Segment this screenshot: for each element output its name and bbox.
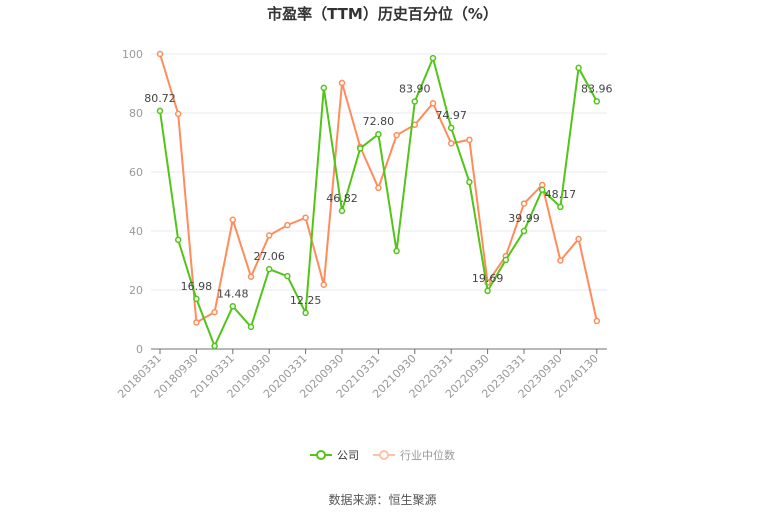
data-label: 16.98 bbox=[181, 280, 213, 293]
y-tick-label: 60 bbox=[129, 166, 143, 179]
data-point bbox=[520, 200, 528, 207]
data-point bbox=[575, 64, 582, 72]
data-point bbox=[375, 184, 382, 192]
data-source: 数据来源：恒生聚源 bbox=[328, 493, 437, 507]
data-point bbox=[593, 317, 601, 325]
data-label: 80.72 bbox=[144, 92, 176, 105]
legend-item-company[interactable]: 公司 bbox=[310, 447, 359, 463]
data-label: 83.90 bbox=[399, 82, 431, 95]
data-point bbox=[229, 216, 237, 224]
data-point bbox=[229, 303, 237, 310]
data-point bbox=[193, 319, 200, 326]
data-point bbox=[338, 207, 346, 215]
data-point bbox=[557, 257, 564, 264]
legend: 公司 行业中位数 bbox=[0, 447, 765, 463]
y-tick-label: 100 bbox=[122, 48, 143, 61]
data-label: 74.97 bbox=[435, 109, 467, 122]
data-point bbox=[411, 98, 419, 105]
y-tick-label: 40 bbox=[129, 225, 143, 238]
data-point bbox=[265, 265, 273, 273]
data-point bbox=[447, 124, 455, 132]
data-point bbox=[284, 272, 291, 280]
data-point bbox=[429, 100, 437, 107]
data-point bbox=[174, 110, 182, 118]
y-tick-label: 80 bbox=[129, 107, 143, 120]
data-point bbox=[447, 140, 455, 147]
data-point bbox=[429, 54, 437, 62]
data-label: 72.80 bbox=[363, 115, 395, 128]
data-point bbox=[193, 295, 200, 303]
legend-label: 行业中位数 bbox=[400, 449, 455, 462]
data-point bbox=[375, 130, 382, 138]
data-label: 39.99 bbox=[508, 212, 540, 225]
data-point bbox=[393, 247, 400, 255]
data-point bbox=[502, 256, 510, 264]
data-label: 19.69 bbox=[472, 272, 504, 285]
y-tick-label: 20 bbox=[129, 284, 143, 297]
data-point bbox=[338, 79, 346, 87]
series-line-0 bbox=[159, 55, 598, 349]
data-point bbox=[466, 178, 473, 186]
data-point bbox=[393, 131, 400, 139]
data-point bbox=[302, 309, 309, 317]
data-label: 14.48 bbox=[217, 287, 249, 300]
data-point bbox=[247, 323, 255, 331]
data-point bbox=[466, 136, 473, 144]
data-point bbox=[265, 232, 273, 239]
data-point bbox=[520, 227, 528, 235]
legend-label: 公司 bbox=[337, 449, 359, 462]
data-point bbox=[320, 84, 328, 92]
data-point bbox=[247, 273, 255, 280]
data-point bbox=[211, 308, 218, 316]
data-point bbox=[302, 214, 309, 221]
data-point bbox=[557, 203, 564, 211]
chart-title: 市盈率（TTM）历史百分位（%） bbox=[267, 5, 498, 23]
data-point bbox=[211, 342, 218, 350]
data-point bbox=[174, 236, 182, 244]
data-point bbox=[320, 281, 328, 288]
legend-marker-icon bbox=[310, 450, 332, 460]
data-label: 48.17 bbox=[545, 188, 577, 201]
legend-marker-icon bbox=[373, 450, 395, 460]
data-point bbox=[156, 107, 164, 115]
data-point bbox=[538, 186, 546, 193]
y-tick-label: 0 bbox=[136, 343, 143, 356]
legend-item-industry-median[interactable]: 行业中位数 bbox=[373, 447, 455, 463]
data-point bbox=[575, 235, 582, 243]
data-label: 27.06 bbox=[253, 250, 285, 263]
data-point bbox=[356, 145, 364, 152]
data-label: 46.82 bbox=[326, 192, 358, 205]
data-label: 83.96 bbox=[581, 82, 613, 95]
data-point bbox=[156, 50, 164, 58]
data-point bbox=[593, 98, 601, 105]
data-point bbox=[484, 287, 491, 295]
data-label: 12.25 bbox=[290, 294, 322, 307]
data-point bbox=[284, 221, 291, 229]
